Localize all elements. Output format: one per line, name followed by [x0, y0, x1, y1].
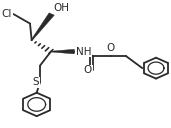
Polygon shape	[51, 49, 74, 54]
Text: NH: NH	[76, 47, 91, 57]
Text: Cl: Cl	[2, 9, 12, 19]
Text: O: O	[107, 43, 115, 53]
Text: OH: OH	[53, 3, 69, 13]
Text: S: S	[32, 77, 39, 87]
Polygon shape	[31, 13, 54, 40]
Text: O: O	[84, 65, 92, 75]
